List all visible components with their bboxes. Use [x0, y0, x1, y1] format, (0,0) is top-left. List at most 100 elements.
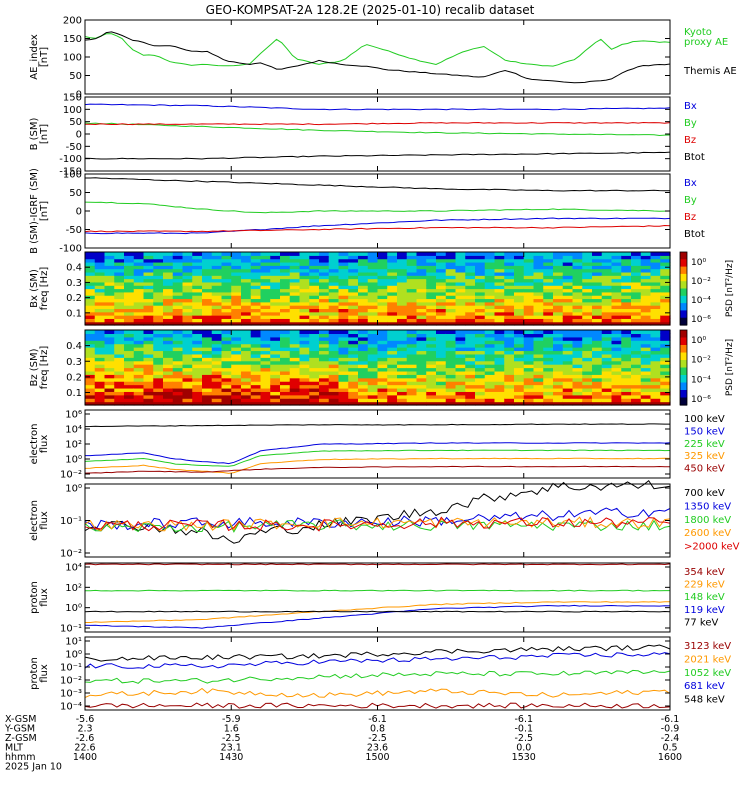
- spectrogram-cell: [211, 268, 223, 273]
- spectrogram-cell: [406, 311, 418, 316]
- spectrogram-cell: [406, 330, 418, 335]
- spectrogram-cell: [650, 381, 661, 386]
- spectrogram-cell: [319, 311, 330, 316]
- spectrogram-cell: [309, 364, 320, 369]
- spectrogram-cell: [582, 252, 593, 256]
- spectrogram-cell: [475, 301, 486, 306]
- spectrogram-cell: [280, 288, 291, 293]
- spectrogram-cell: [611, 350, 622, 355]
- spectrogram-cell: [611, 255, 622, 260]
- spectrogram-cell: [533, 381, 544, 386]
- spectrogram-cell: [328, 353, 340, 358]
- spectrogram-cell: [660, 384, 671, 389]
- spectrogram-cell: [465, 357, 476, 362]
- spectrogram-cell: [280, 281, 291, 286]
- spectrogram-cell: [660, 394, 671, 399]
- spectrogram-cell: [484, 336, 496, 341]
- spectrogram-cell: [553, 387, 564, 392]
- spectrogram-cell: [348, 321, 359, 326]
- spectrogram-cell: [426, 340, 437, 345]
- spectrogram-cell: [338, 261, 349, 266]
- spectrogram-cell: [367, 308, 379, 313]
- spectrogram-cell: [377, 275, 388, 280]
- spectrogram-cell: [192, 353, 203, 358]
- spectrogram-cell: [319, 265, 330, 270]
- spectrogram-cell: [572, 315, 583, 319]
- spectrogram-cell: [611, 291, 622, 296]
- spectrogram-cell: [211, 394, 223, 399]
- spectrogram-cell: [367, 321, 379, 326]
- spectrogram-cell: [280, 357, 291, 362]
- spectrogram-cell: [250, 353, 262, 358]
- spectrogram-cell: [523, 381, 535, 386]
- spectrogram-cell: [650, 295, 661, 300]
- spectrogram-cell: [192, 336, 203, 341]
- spectrogram-cell: [163, 308, 174, 313]
- spectrogram-cell: [543, 288, 554, 293]
- spectrogram-cell: [202, 308, 213, 313]
- spectrogram-cell: [504, 252, 515, 256]
- spectrogram-cell: [250, 391, 262, 396]
- spectrogram-cell: [338, 315, 349, 319]
- spectrogram-cell: [172, 401, 184, 406]
- spectrogram-cell: [611, 308, 622, 313]
- spectrogram-cell: [338, 394, 349, 399]
- time-axis-row-label: MLT: [5, 743, 23, 754]
- spectrogram-cell: [406, 353, 418, 358]
- spectrogram-cell: [543, 387, 554, 392]
- spectrogram-cell: [172, 281, 184, 286]
- spectrogram-cell: [182, 291, 193, 296]
- spectrogram-cell: [153, 347, 164, 352]
- spectrogram-cell: [426, 288, 437, 293]
- spectrogram-cell: [562, 288, 574, 293]
- spectrogram-cell: [94, 367, 106, 372]
- spectrogram-cell: [631, 261, 642, 266]
- spectrogram-cell: [660, 275, 671, 280]
- spectrogram-cell: [270, 318, 281, 323]
- spectrogram-cell: [367, 265, 379, 270]
- spectrogram-cell: [514, 398, 525, 403]
- spectrogram-cell: [202, 288, 213, 293]
- spectrogram-cell: [172, 275, 184, 280]
- spectrogram-cell: [143, 291, 154, 296]
- y-axis-label: flux: [39, 588, 50, 607]
- spectrogram-cell: [124, 343, 135, 348]
- spectrogram-cell: [426, 281, 437, 286]
- y-tick-label: 50: [69, 188, 82, 199]
- spectrogram-cell: [172, 370, 184, 375]
- spectrogram-cell: [85, 370, 96, 375]
- y-axis-label: B (SM): [29, 117, 40, 150]
- spectrogram-cell: [328, 278, 340, 283]
- spectrogram-cell: [640, 281, 652, 286]
- spectrogram-cell: [650, 301, 661, 306]
- spectrogram-cell: [631, 333, 642, 338]
- spectrogram-cell: [504, 265, 515, 270]
- spectrogram-cell: [445, 364, 457, 369]
- spectrogram-cell: [182, 308, 193, 313]
- spectrogram-cell: [172, 350, 184, 355]
- spectrogram-cell: [592, 275, 603, 280]
- spectrogram-cell: [114, 343, 125, 348]
- spectrogram-cell: [523, 265, 535, 270]
- spectrogram-cell: [143, 336, 154, 341]
- spectrogram-cell: [192, 343, 203, 348]
- spectrogram-cell: [553, 340, 564, 345]
- spectrogram-cell: [416, 350, 427, 355]
- spectrogram-cell: [387, 370, 398, 375]
- spectrogram-cell: [328, 258, 340, 263]
- spectrogram-cell: [504, 271, 515, 276]
- spectrogram-cell: [124, 336, 135, 341]
- spectrogram-cell: [280, 308, 291, 313]
- spectrogram-cell: [621, 367, 632, 372]
- spectrogram-cell: [250, 268, 262, 273]
- spectrogram-cell: [319, 278, 330, 283]
- spectrogram-cell: [143, 360, 154, 365]
- spectrogram-cell: [494, 291, 505, 296]
- spectrogram-cell: [416, 391, 427, 396]
- colorbar-tick-label: 10⁻²: [691, 277, 711, 287]
- spectrogram-cell: [475, 391, 486, 396]
- spectrogram-cell: [124, 398, 135, 403]
- spectrogram-cell: [231, 308, 242, 313]
- spectrogram-cell: [270, 291, 281, 296]
